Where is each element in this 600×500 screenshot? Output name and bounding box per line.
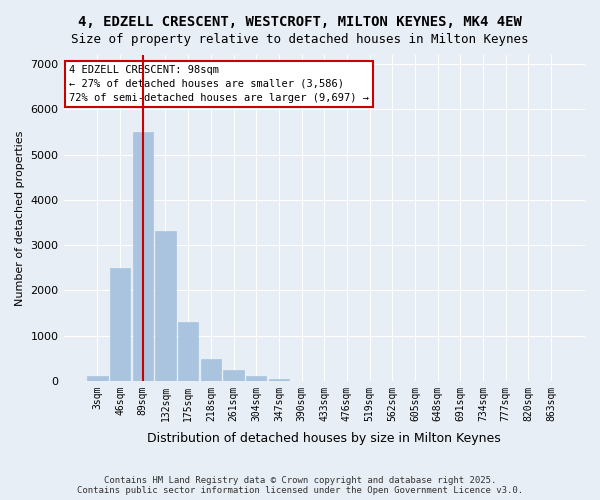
Text: Size of property relative to detached houses in Milton Keynes: Size of property relative to detached ho…	[71, 32, 529, 46]
Y-axis label: Number of detached properties: Number of detached properties	[15, 130, 25, 306]
Bar	[110, 268, 130, 381]
Bar	[87, 376, 107, 381]
Text: 4, EDZELL CRESCENT, WESTCROFT, MILTON KEYNES, MK4 4EW: 4, EDZELL CRESCENT, WESTCROFT, MILTON KE…	[78, 15, 522, 29]
Bar	[178, 322, 199, 381]
Bar	[200, 359, 221, 381]
Bar	[133, 132, 153, 381]
Bar	[223, 370, 244, 381]
Text: 4 EDZELL CRESCENT: 98sqm
← 27% of detached houses are smaller (3,586)
72% of sem: 4 EDZELL CRESCENT: 98sqm ← 27% of detach…	[69, 65, 369, 103]
Bar	[269, 378, 289, 381]
Bar	[155, 232, 176, 381]
X-axis label: Distribution of detached houses by size in Milton Keynes: Distribution of detached houses by size …	[148, 432, 501, 445]
Text: Contains HM Land Registry data © Crown copyright and database right 2025.
Contai: Contains HM Land Registry data © Crown c…	[77, 476, 523, 495]
Bar	[246, 376, 266, 381]
